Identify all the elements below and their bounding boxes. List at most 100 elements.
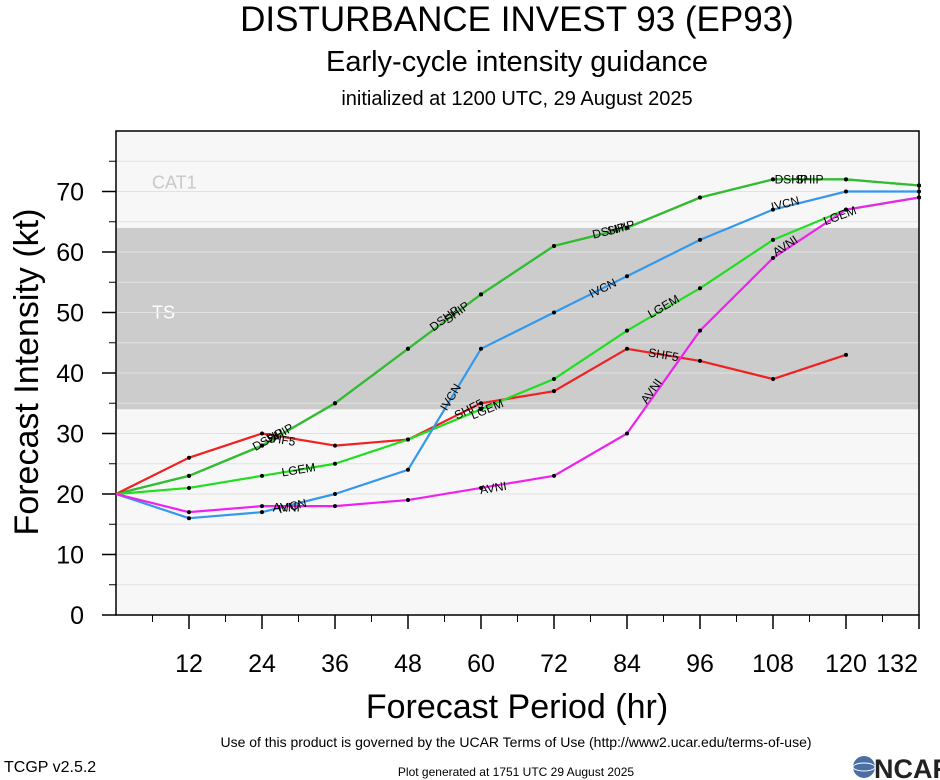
version-label: TCGP v2.5.2 (4, 759, 96, 776)
x-tick-label: 120 (825, 650, 867, 678)
x-tick-label: 84 (613, 650, 641, 678)
series-layer (115, 177, 921, 521)
data-point-ivcn (406, 467, 410, 472)
data-point-avni (406, 498, 410, 503)
data-point-dshp (333, 401, 337, 406)
series-line-dshp (115, 178, 920, 496)
data-point-shf5 (844, 352, 848, 357)
y-tick-label: 0 (70, 602, 84, 630)
x-tick-label: 24 (248, 650, 276, 678)
ncar-logo: NCAR (852, 754, 940, 780)
data-point-lgem (698, 286, 702, 291)
data-point-ivcn (260, 510, 264, 515)
data-point-ivcn (698, 237, 702, 242)
series-label-ship: SHIP (795, 172, 823, 186)
gridlines (116, 160, 919, 586)
series-line-avni (115, 196, 920, 514)
y-axis-label: Forecast Intensity (kt) (8, 209, 46, 536)
data-point-shf5 (552, 389, 556, 394)
y-tick-label: 60 (56, 239, 84, 267)
data-point-dshp (552, 243, 556, 248)
series-line-ivcn (115, 190, 919, 520)
ncar-globe-icon (853, 756, 875, 778)
y-tick-label: 40 (56, 360, 84, 388)
series-line-lgem (115, 196, 920, 496)
data-point-ivcn (917, 189, 921, 194)
data-point-dshp (260, 443, 264, 448)
data-point-avni (625, 431, 629, 436)
series-label-avni: AVNI (479, 479, 508, 497)
series-label-lgem: LGEM (281, 460, 317, 479)
data-point-lgem (771, 237, 775, 242)
x-tick-label: 36 (321, 650, 349, 678)
series-label-ivcn: IVCN (770, 193, 801, 214)
terms-of-use: Use of this product is governed by the U… (220, 734, 811, 750)
data-point-shf5 (333, 443, 337, 448)
data-point-lgem (187, 485, 191, 490)
data-point-avni (698, 328, 702, 333)
y-tick-label: 30 (56, 421, 84, 449)
y-tick-label: 50 (56, 300, 84, 328)
data-point-shf5 (625, 346, 629, 351)
data-point-dshp (479, 292, 483, 297)
series-label-shf5: SHF5 (647, 345, 680, 364)
data-point-ivcn (187, 516, 191, 521)
data-point-dshp (187, 473, 191, 478)
band-ts (116, 227, 919, 410)
series-label-dshp: DSHP (775, 172, 808, 186)
data-point-avni (479, 485, 483, 490)
x-tick-label: 72 (540, 650, 568, 678)
x-tick-label: 96 (686, 650, 714, 678)
data-point-lgem (552, 377, 556, 382)
data-point-avni (771, 256, 775, 261)
data-point-ivcn (771, 207, 775, 212)
y-tick-label: 20 (56, 481, 84, 509)
data-point-dshp (625, 225, 629, 230)
plot-generated: Plot generated at 1751 UTC 29 August 202… (398, 765, 634, 779)
chart-title: DISTURBANCE INVEST 93 (EP93) (240, 0, 794, 39)
data-point-lgem (333, 461, 337, 466)
series-label-shf5: SHF5 (264, 430, 297, 449)
data-point-ivcn (552, 310, 556, 315)
data-point-shf5 (479, 401, 483, 406)
data-point-avni (333, 504, 337, 509)
data-point-avni (552, 473, 556, 478)
data-point-lgem (260, 473, 264, 478)
x-tick-label: 108 (752, 650, 794, 678)
data-point-dshp (406, 346, 410, 351)
ncar-logo-text: NCAR (874, 754, 940, 780)
series-label-ivcn: IVCN (277, 496, 308, 517)
band-label-cat1: CAT1 (152, 172, 197, 192)
ncar-globe-band (852, 762, 876, 772)
data-point-avni (917, 195, 921, 200)
series-label-avni: AVNI (273, 500, 300, 514)
data-point-ivcn (479, 346, 483, 351)
data-point-ivcn (844, 189, 848, 194)
chart-subtitle: Early-cycle intensity guidance (326, 46, 708, 78)
data-point-lgem (479, 407, 483, 412)
data-point-dshp (917, 183, 921, 188)
x-tick-label: 12 (175, 650, 203, 678)
data-point-avni (260, 504, 264, 509)
x-tick-label: 48 (394, 650, 422, 678)
x-tick-label: 132 (876, 650, 918, 678)
data-point-avni (844, 207, 848, 212)
y-tick-label: 70 (56, 179, 84, 207)
x-axis-label: Forecast Period (hr) (366, 688, 668, 726)
data-point-shf5 (260, 431, 264, 436)
data-point-ivcn (333, 492, 337, 496)
axis-ticks: 0 10 20 30 40 50 60 70 12 24 36 48 60 72 84 96 108 120 132 (56, 160, 920, 678)
data-point-shf5 (771, 377, 775, 382)
data-point-lgem (625, 328, 629, 333)
x-tick-label: 60 (467, 650, 495, 678)
data-point-avni (187, 510, 191, 515)
chart-init-line: initialized at 1200 UTC, 29 August 2025 (341, 88, 692, 110)
data-point-shf5 (698, 358, 702, 363)
data-point-shf5 (187, 455, 191, 460)
data-point-dshp (844, 177, 848, 182)
data-point-dshp (698, 195, 702, 200)
data-point-ivcn (625, 274, 629, 279)
data-point-dshp (771, 177, 775, 182)
y-tick-label: 10 (56, 542, 84, 570)
